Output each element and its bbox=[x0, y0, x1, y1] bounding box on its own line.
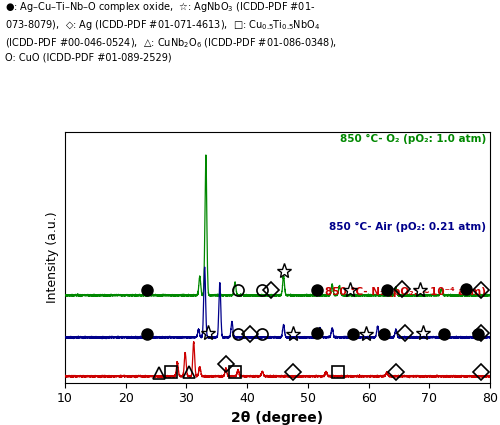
Text: 850 °C- N₂ (pO₂: ∼10⁻⁴ atm): 850 °C- N₂ (pO₂: ∼10⁻⁴ atm) bbox=[325, 287, 486, 298]
X-axis label: 2θ (degree): 2θ (degree) bbox=[232, 411, 324, 425]
Text: 850 °C- O₂ (pO₂: 1.0 atm): 850 °C- O₂ (pO₂: 1.0 atm) bbox=[340, 134, 486, 145]
Text: ●: Ag–Cu–Ti–Nb–O complex oxide,  ☆: AgNbO$_3$ (ICDD-PDF #01-
073-8079),  ◇: Ag (: ●: Ag–Cu–Ti–Nb–O complex oxide, ☆: AgNbO… bbox=[5, 0, 337, 63]
Y-axis label: Intensity (a.u.): Intensity (a.u.) bbox=[46, 211, 60, 303]
Text: 850 °C- Air (pO₂: 0.21 atm): 850 °C- Air (pO₂: 0.21 atm) bbox=[329, 222, 486, 232]
